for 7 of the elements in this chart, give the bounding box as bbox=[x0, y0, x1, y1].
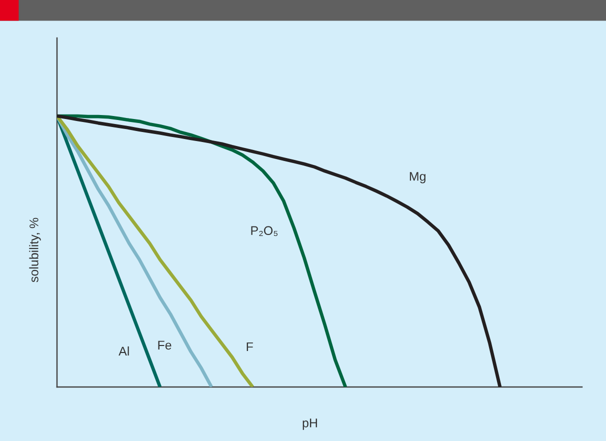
x-axis-title: pH bbox=[302, 418, 317, 430]
series-label: P₂O₅ bbox=[251, 226, 278, 236]
series-label: Fe bbox=[158, 340, 172, 350]
series-label: Mg bbox=[410, 172, 426, 184]
y-axis-title: solubility, % bbox=[29, 218, 41, 282]
series-label: F bbox=[246, 342, 253, 352]
series-label: Al bbox=[118, 346, 129, 356]
